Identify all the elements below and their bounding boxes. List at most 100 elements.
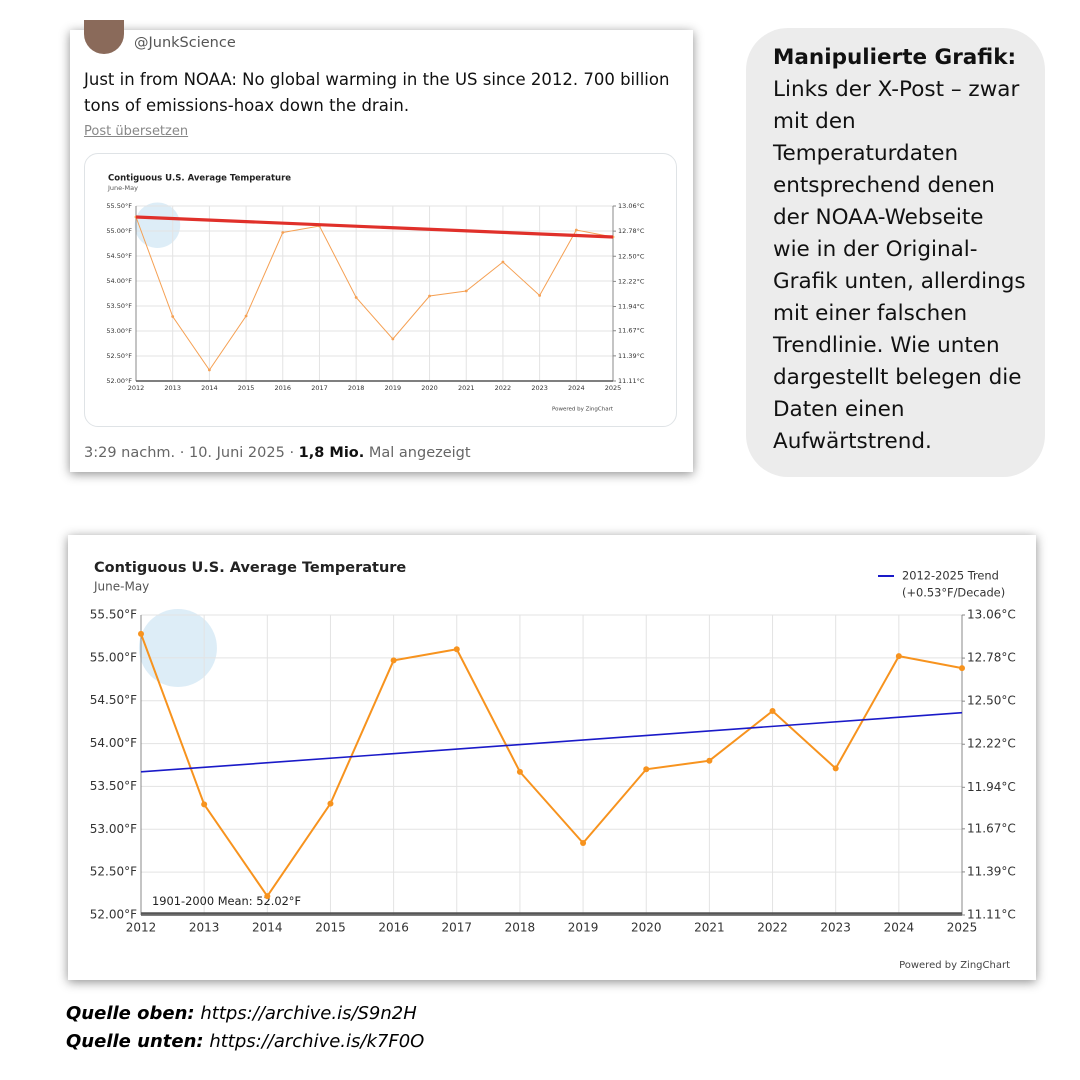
chart: Contiguous U.S. Average Temperature June-… [90, 560, 1016, 971]
chart-title: Contiguous U.S. Average Temperature [108, 174, 291, 184]
x-tick-label: 2013 [164, 384, 181, 392]
y2-tick-label: 11.67°C [967, 821, 1016, 835]
source: Quelle oben: https://archive.is/S9n2H [66, 1003, 417, 1024]
y2-tick-label: 12.22°C [967, 737, 1016, 751]
chart: Contiguous U.S. Average TemperatureJune-… [106, 174, 645, 413]
x-tick-label: 2022 [757, 921, 788, 935]
y2-tick-label: 11.11°C [618, 377, 645, 385]
data-point [354, 296, 358, 299]
source-url[interactable]: https://archive.is/S9n2H [200, 1003, 417, 1024]
y2-tick-label: 11.94°C [967, 780, 1016, 794]
chart-title: Contiguous U.S. Average Temperature [94, 560, 406, 576]
x-tick-label: 2016 [378, 921, 409, 935]
y2-tick-label: 11.67°C [618, 327, 645, 335]
y-tick-label: 54.50°F [106, 252, 132, 260]
info-line: wie in der Original- [773, 237, 978, 262]
info-heading: Manipulierte Grafik: [773, 45, 1017, 70]
y2-tick-label: 12.50°C [967, 694, 1016, 708]
y-tick-label: 53.00°F [90, 822, 137, 836]
x-tick-label: 2025 [947, 921, 978, 935]
tweet-text: tons of emissions-hoax down the drain. [84, 96, 410, 115]
data-point [391, 337, 395, 341]
info-line: Grafik unten, allerdings [773, 269, 1026, 294]
y2-tick-label: 11.11°C [967, 908, 1016, 922]
info-box: Manipulierte Grafik: Links der X-Post – … [746, 28, 1045, 477]
x-tick-label: 2018 [348, 384, 365, 392]
data-line [135, 216, 614, 371]
y2-tick-label: 12.22°C [618, 277, 645, 285]
y2-tick-label: 11.39°C [618, 352, 645, 360]
y-tick-label: 55.50°F [90, 608, 137, 622]
data-point [138, 630, 144, 637]
y-tick-label: 55.50°F [106, 202, 132, 210]
data-point [516, 768, 523, 775]
y-tick-label: 54.50°F [90, 693, 137, 707]
logo-watermark [138, 609, 217, 687]
legend-note: (+0.53°F/Decade) [902, 586, 1005, 600]
time: 3:29 nachm. · 10. Juni 2025 · [84, 445, 295, 461]
tweet-text: Just in from NOAA: No global warming in … [84, 70, 670, 89]
data-point [201, 801, 208, 808]
info-line: mit den [773, 109, 856, 134]
y-tick-label: 55.00°F [106, 227, 132, 235]
x-tick-label: 2021 [458, 384, 475, 392]
y-tick-label: 54.00°F [90, 736, 137, 750]
data-point [264, 893, 271, 900]
x-tick-label: 2022 [495, 384, 512, 392]
data-point [244, 314, 248, 318]
y-tick-label: 53.00°F [106, 327, 132, 335]
y-tick-label: 52.50°F [90, 865, 137, 879]
mean-label: 1901-2000 Mean: 52.02°F [152, 894, 301, 908]
y2-tick-label: 13.06°C [618, 202, 645, 210]
data-point [207, 368, 211, 372]
data-point [580, 840, 587, 846]
x-tick-label: 2014 [201, 384, 218, 392]
data-point [706, 757, 713, 764]
x-tick-label: 2013 [189, 921, 220, 935]
y2-tick-label: 12.78°C [967, 651, 1016, 665]
info-line: Daten einen [773, 397, 905, 422]
y2-tick-label: 11.39°C [967, 864, 1016, 878]
tweet-card: @JunkScience Just in from NOAA: No globa… [70, 20, 693, 472]
credit: Powered by ZingChart [552, 407, 614, 413]
chart-subtitle: June-May [93, 580, 149, 594]
x-tick-label: 2012 [126, 921, 157, 935]
y-tick-label: 52.00°F [106, 377, 132, 385]
y-tick-label: 52.50°F [106, 352, 132, 360]
x-tick-label: 2016 [274, 384, 291, 392]
y2-tick-label: 12.78°C [618, 227, 645, 235]
x-tick-label: 2024 [568, 384, 585, 392]
data-point [538, 294, 542, 297]
legend-label: 2012-2025 Trend [902, 569, 999, 583]
credit: Powered by ZingChart [899, 960, 1010, 971]
data-point [464, 289, 468, 293]
source-url[interactable]: https://archive.is/k7F0O [209, 1031, 425, 1052]
x-tick-label: 2023 [820, 921, 851, 935]
data-line [140, 633, 963, 898]
x-tick-label: 2023 [531, 384, 548, 392]
x-tick-label: 2020 [421, 384, 438, 392]
info-text: Manipulierte Grafik: Links der X-Post – … [773, 42, 1026, 458]
x-tick-label: 2024 [884, 921, 915, 935]
trend-line [135, 215, 614, 239]
info-line: der NOAA-Webseite [773, 205, 984, 230]
data-point [959, 665, 965, 672]
data-point [643, 766, 650, 773]
info-line: entsprechend denen [773, 173, 995, 198]
chart-card: Contiguous U.S. Average Temperature June-… [84, 153, 677, 427]
data-point [390, 657, 397, 664]
data-point [574, 228, 578, 232]
info-line: Trendlinie. Wie unten [773, 333, 1000, 358]
translate-link[interactable]: Post übersetzen [84, 124, 189, 139]
info-line: Links der X-Post – zwar [773, 77, 1020, 102]
info-line: dargestellt belegen die [773, 365, 1022, 390]
y-tick-label: 53.50°F [90, 779, 137, 793]
source: Quelle unten: https://archive.is/k7F0O [66, 1031, 424, 1052]
y-tick-label: 53.50°F [106, 302, 132, 310]
x-tick-label: 2014 [252, 921, 283, 935]
views-suffix: Mal angezeigt [368, 445, 471, 461]
x-tick-label: 2019 [568, 921, 599, 935]
x-tick-label: 2020 [631, 921, 662, 935]
x-tick-label: 2012 [128, 384, 145, 392]
